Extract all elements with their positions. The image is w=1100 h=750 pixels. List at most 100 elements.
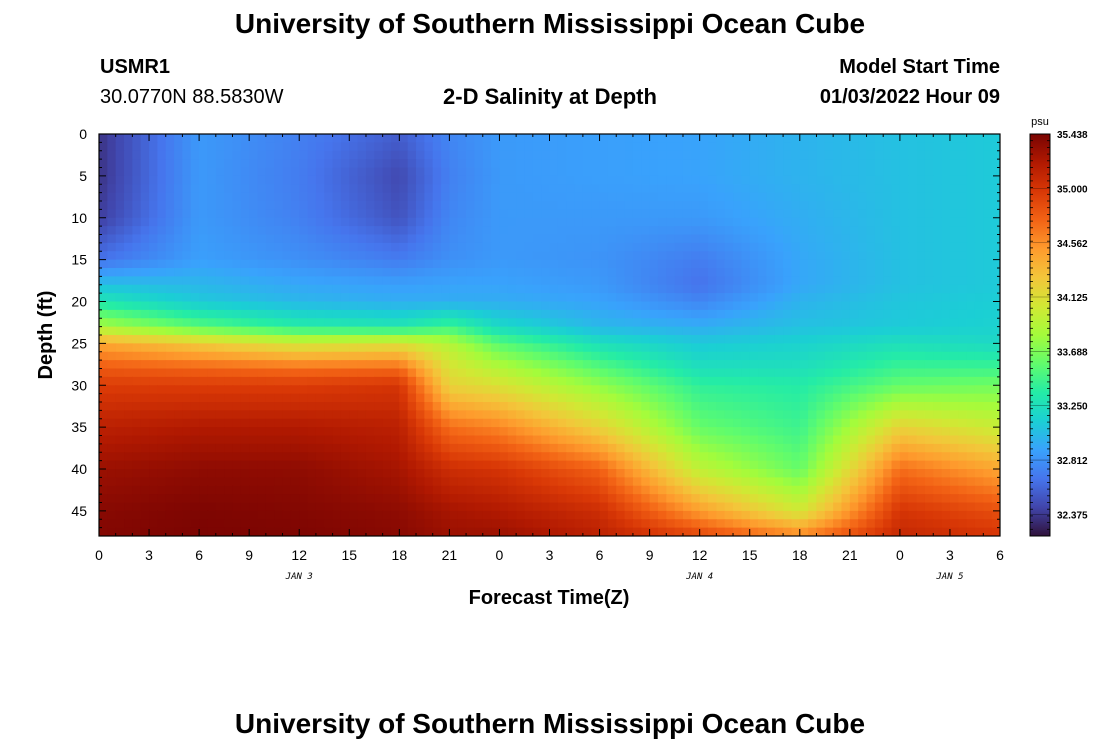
heatmap-cell [916,293,926,303]
heatmap-cell [749,368,759,378]
heatmap-cell [174,443,184,453]
heatmap-cell [841,343,851,353]
heatmap-cell [758,217,767,227]
heatmap-cell [958,217,968,227]
heatmap-cell [958,351,968,361]
heatmap-cell [165,251,175,261]
heatmap-cell [549,469,559,478]
heatmap-cell [257,519,267,529]
heatmap-cell [549,284,559,294]
heatmap-cell [315,452,325,462]
heatmap-cell [958,276,968,286]
heatmap-cell [849,251,859,261]
heatmap-cell [215,360,225,370]
heatmap-cell [624,293,634,303]
heatmap-cell [991,301,1000,311]
heatmap-cell [983,443,993,453]
heatmap-cell [891,510,901,520]
heatmap-cell [324,460,334,470]
heatmap-cell [516,167,526,177]
heatmap-cell [449,309,459,319]
heatmap-cell [374,142,384,152]
heatmap-cell [365,184,375,194]
heatmap-cell [340,376,350,386]
heatmap-cell [574,175,584,185]
heatmap-cell [791,226,801,236]
heatmap-cell [165,142,175,152]
heatmap-cell [874,175,884,185]
heatmap-cell [449,351,459,361]
heatmap-cell [115,460,125,470]
heatmap-cell [574,217,584,227]
heatmap-cell [282,284,292,294]
heatmap-cell [766,376,776,386]
heatmap-cell [315,326,325,336]
heatmap-cell [115,477,125,487]
heatmap-cell [207,410,217,420]
heatmap-cell [282,251,292,261]
heatmap-cell [290,175,300,185]
heatmap-cell [382,360,392,370]
heatmap-cell [924,251,934,261]
heatmap-cell [491,510,501,520]
heatmap-cell [724,402,734,411]
heatmap-cell [299,142,309,152]
heatmap-cell [274,343,284,353]
heatmap-cell [332,234,342,244]
heatmap-cell [958,469,968,478]
heatmap-cell [265,150,275,160]
heatmap-cell [849,418,859,428]
heatmap-cell [549,452,559,462]
heatmap-cell [215,427,225,437]
heatmap-cell [215,276,225,286]
heatmap-cell [407,284,417,294]
heatmap-cell [399,502,409,512]
heatmap-cell [240,477,250,487]
heatmap-cell [140,402,150,411]
heatmap-cell [582,435,592,445]
heatmap-cell [416,251,425,261]
heatmap-cell [115,134,125,143]
heatmap-cell [841,234,851,244]
heatmap-cell [699,360,709,370]
heatmap-cell [758,167,767,177]
heatmap-cell [691,217,701,227]
heatmap-cell [741,234,751,244]
heatmap-cell [274,150,284,160]
heatmap-cell [416,376,425,386]
heatmap-cell [349,368,359,378]
heatmap-cell [749,209,759,219]
heatmap-cell [966,343,976,353]
heatmap-cell [924,326,934,336]
heatmap-cell [899,351,909,361]
heatmap-cell [574,376,584,386]
heatmap-cell [474,309,484,319]
heatmap-cell [591,510,601,520]
heatmap-cell [516,217,526,227]
heatmap-cell [449,284,459,294]
heatmap-cell [574,351,584,361]
heatmap-cell [841,402,851,411]
heatmap-cell [182,150,192,160]
heatmap-cell [716,385,726,395]
heatmap-cell [691,435,701,445]
heatmap-cell [674,443,684,453]
heatmap-cell [257,217,267,227]
heatmap-cell [908,175,918,185]
heatmap-cell [416,510,425,520]
heatmap-cell [616,351,626,361]
heatmap-cell [282,427,292,437]
heatmap-cell [232,192,242,202]
heatmap-cell [716,301,726,311]
heatmap-cell [741,284,751,294]
heatmap-cell [849,184,859,194]
heatmap-cell [774,134,784,143]
heatmap-cell [107,376,117,386]
heatmap-cell [349,460,359,470]
heatmap-cell [607,343,617,353]
heatmap-cell [207,301,217,311]
heatmap-cell [516,485,526,495]
heatmap-cell [532,242,542,252]
heatmap-cell [516,452,526,462]
heatmap-cell [607,376,617,386]
